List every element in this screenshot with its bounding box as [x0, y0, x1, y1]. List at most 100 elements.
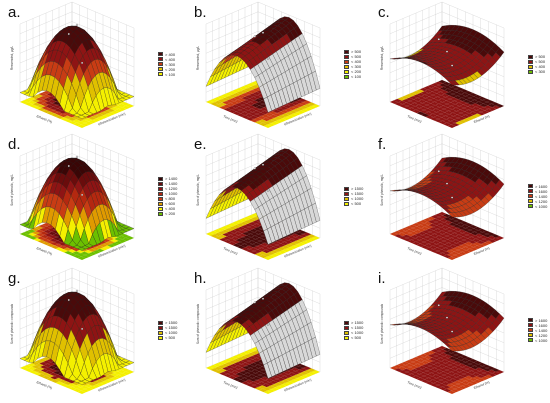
legend-entry: < 1000 [158, 191, 177, 196]
legend-swatch [158, 201, 163, 206]
legend-label: < 400 [535, 64, 546, 69]
legend-entry: < 1200 [528, 199, 547, 204]
design-point-marker [75, 155, 79, 159]
design-point-marker [81, 193, 84, 196]
legend: > 1400 < 1400 < 1200 < 1000 < 800 < 600 < 400 <… [158, 176, 177, 216]
legend-entry: < 1400 [158, 181, 177, 186]
response-surface [389, 25, 505, 86]
legend-entry: < 400 [344, 59, 361, 64]
design-points [437, 170, 454, 199]
z-axis-label: Resveratrol, µg/L [380, 46, 384, 71]
design-points [253, 297, 270, 326]
legend-entry: < 600 [158, 201, 177, 206]
legend-label: < 300 [351, 64, 362, 69]
panel-label: h. [194, 270, 207, 287]
legend-entry: < 1200 [158, 186, 177, 191]
legend-entry: < 800 [158, 196, 177, 201]
legend-entry: < 1600 [528, 323, 547, 328]
legend-entry: < 1000 [528, 204, 547, 209]
design-points [67, 289, 84, 330]
legend-label: < 500 [165, 335, 176, 340]
legend-entry: < 500 [344, 201, 363, 206]
legend-swatch [528, 54, 533, 59]
x-axis-label: Time (min) [407, 380, 423, 389]
legend-label: < 100 [351, 74, 362, 79]
legend-entry: < 1500 [344, 325, 363, 330]
legend-label: < 600 [165, 201, 176, 206]
legend-swatch [158, 196, 163, 201]
panel-label: d. [8, 136, 21, 153]
floor-contour [390, 80, 504, 128]
design-point-marker [445, 316, 449, 319]
legend-entry: > 400 [158, 52, 175, 57]
chart-panel-d: d. Sum of phenolic, mg/L Ethanol (%) Ultras… [2, 133, 185, 268]
response-surface [19, 25, 135, 119]
legend-entry: > 1600 [528, 184, 547, 189]
design-point-marker [261, 163, 265, 166]
design-point-marker [451, 330, 454, 333]
legend-label: < 500 [535, 59, 546, 64]
panel-label: i. [378, 270, 386, 287]
legend-label: > 1500 [165, 320, 178, 325]
floor-contour [390, 212, 504, 260]
z-axis-label: Resveratrol, µg/L [10, 46, 14, 71]
legend-label: < 300 [165, 61, 176, 67]
response-surface [205, 282, 321, 379]
legend-entry: > 1500 [344, 320, 363, 325]
x-axis-label: Time (min) [407, 246, 423, 255]
legend-swatch [528, 328, 533, 332]
legend-swatch [158, 206, 163, 211]
legend-entry: > 1600 [528, 318, 547, 323]
legend-swatch [158, 325, 163, 330]
panel-label: c. [378, 4, 390, 21]
x-axis-label: Time (min) [223, 380, 239, 389]
legend-label: < 1600 [535, 188, 548, 194]
legend-label: < 1600 [535, 322, 548, 328]
legend-swatch [528, 333, 533, 337]
legend: > 1600 < 1600 < 1400 < 1200 < 1000 [528, 184, 547, 209]
design-points [67, 23, 84, 64]
legend: > 1500 < 1500 < 1000 < 500 [344, 186, 363, 206]
legend-entry: < 100 [344, 74, 361, 79]
z-axis-label: Sum of phenolic, mg/L [380, 174, 384, 206]
surface-plot: Sum of phenolic compounds Time (min) Ethan… [380, 267, 505, 394]
legend-entry: > 500 [344, 49, 361, 54]
legend-swatch [158, 211, 163, 216]
legend-entry: < 1000 [344, 196, 363, 201]
panel-label: g. [8, 270, 21, 287]
legend-swatch [158, 62, 163, 66]
legend-label: > 500 [351, 49, 362, 54]
legend-label: < 800 [165, 196, 176, 201]
legend-label: < 1000 [535, 337, 548, 343]
panel-label: a. [8, 4, 21, 21]
legend-swatch [158, 67, 163, 71]
legend-label: < 1500 [351, 191, 364, 196]
panel-label: e. [194, 136, 207, 153]
x-axis-label: Ethanol (%) [36, 246, 53, 256]
legend-swatch [344, 325, 349, 330]
legend-entry: < 300 [344, 64, 361, 69]
legend-entry: < 1000 [158, 330, 177, 335]
design-point-marker [261, 297, 265, 300]
legend-swatch [344, 74, 349, 79]
z-axis-label: Sum of phenolic compounds [380, 303, 384, 344]
floor-contour [206, 212, 320, 260]
legend-label: < 1000 [165, 191, 178, 196]
design-points [67, 155, 84, 196]
design-point-marker [267, 57, 270, 60]
legend-swatch [528, 199, 533, 203]
z-axis-label: Sum of phenolic compounds [196, 303, 200, 344]
legend-entry: < 300 [528, 69, 545, 74]
response-surface [205, 148, 321, 245]
legend-entry: > 1400 [158, 176, 177, 181]
floor-contour [390, 346, 504, 394]
legend: > 500 < 500 < 400 < 300 [528, 54, 545, 74]
z-axis-label: Sum of phenolic, mg/L [196, 174, 200, 206]
legend-label: > 1500 [351, 320, 364, 325]
surface-plot: Sum of phenolic, mg/L Time (min) Ethanol (… [380, 133, 505, 260]
